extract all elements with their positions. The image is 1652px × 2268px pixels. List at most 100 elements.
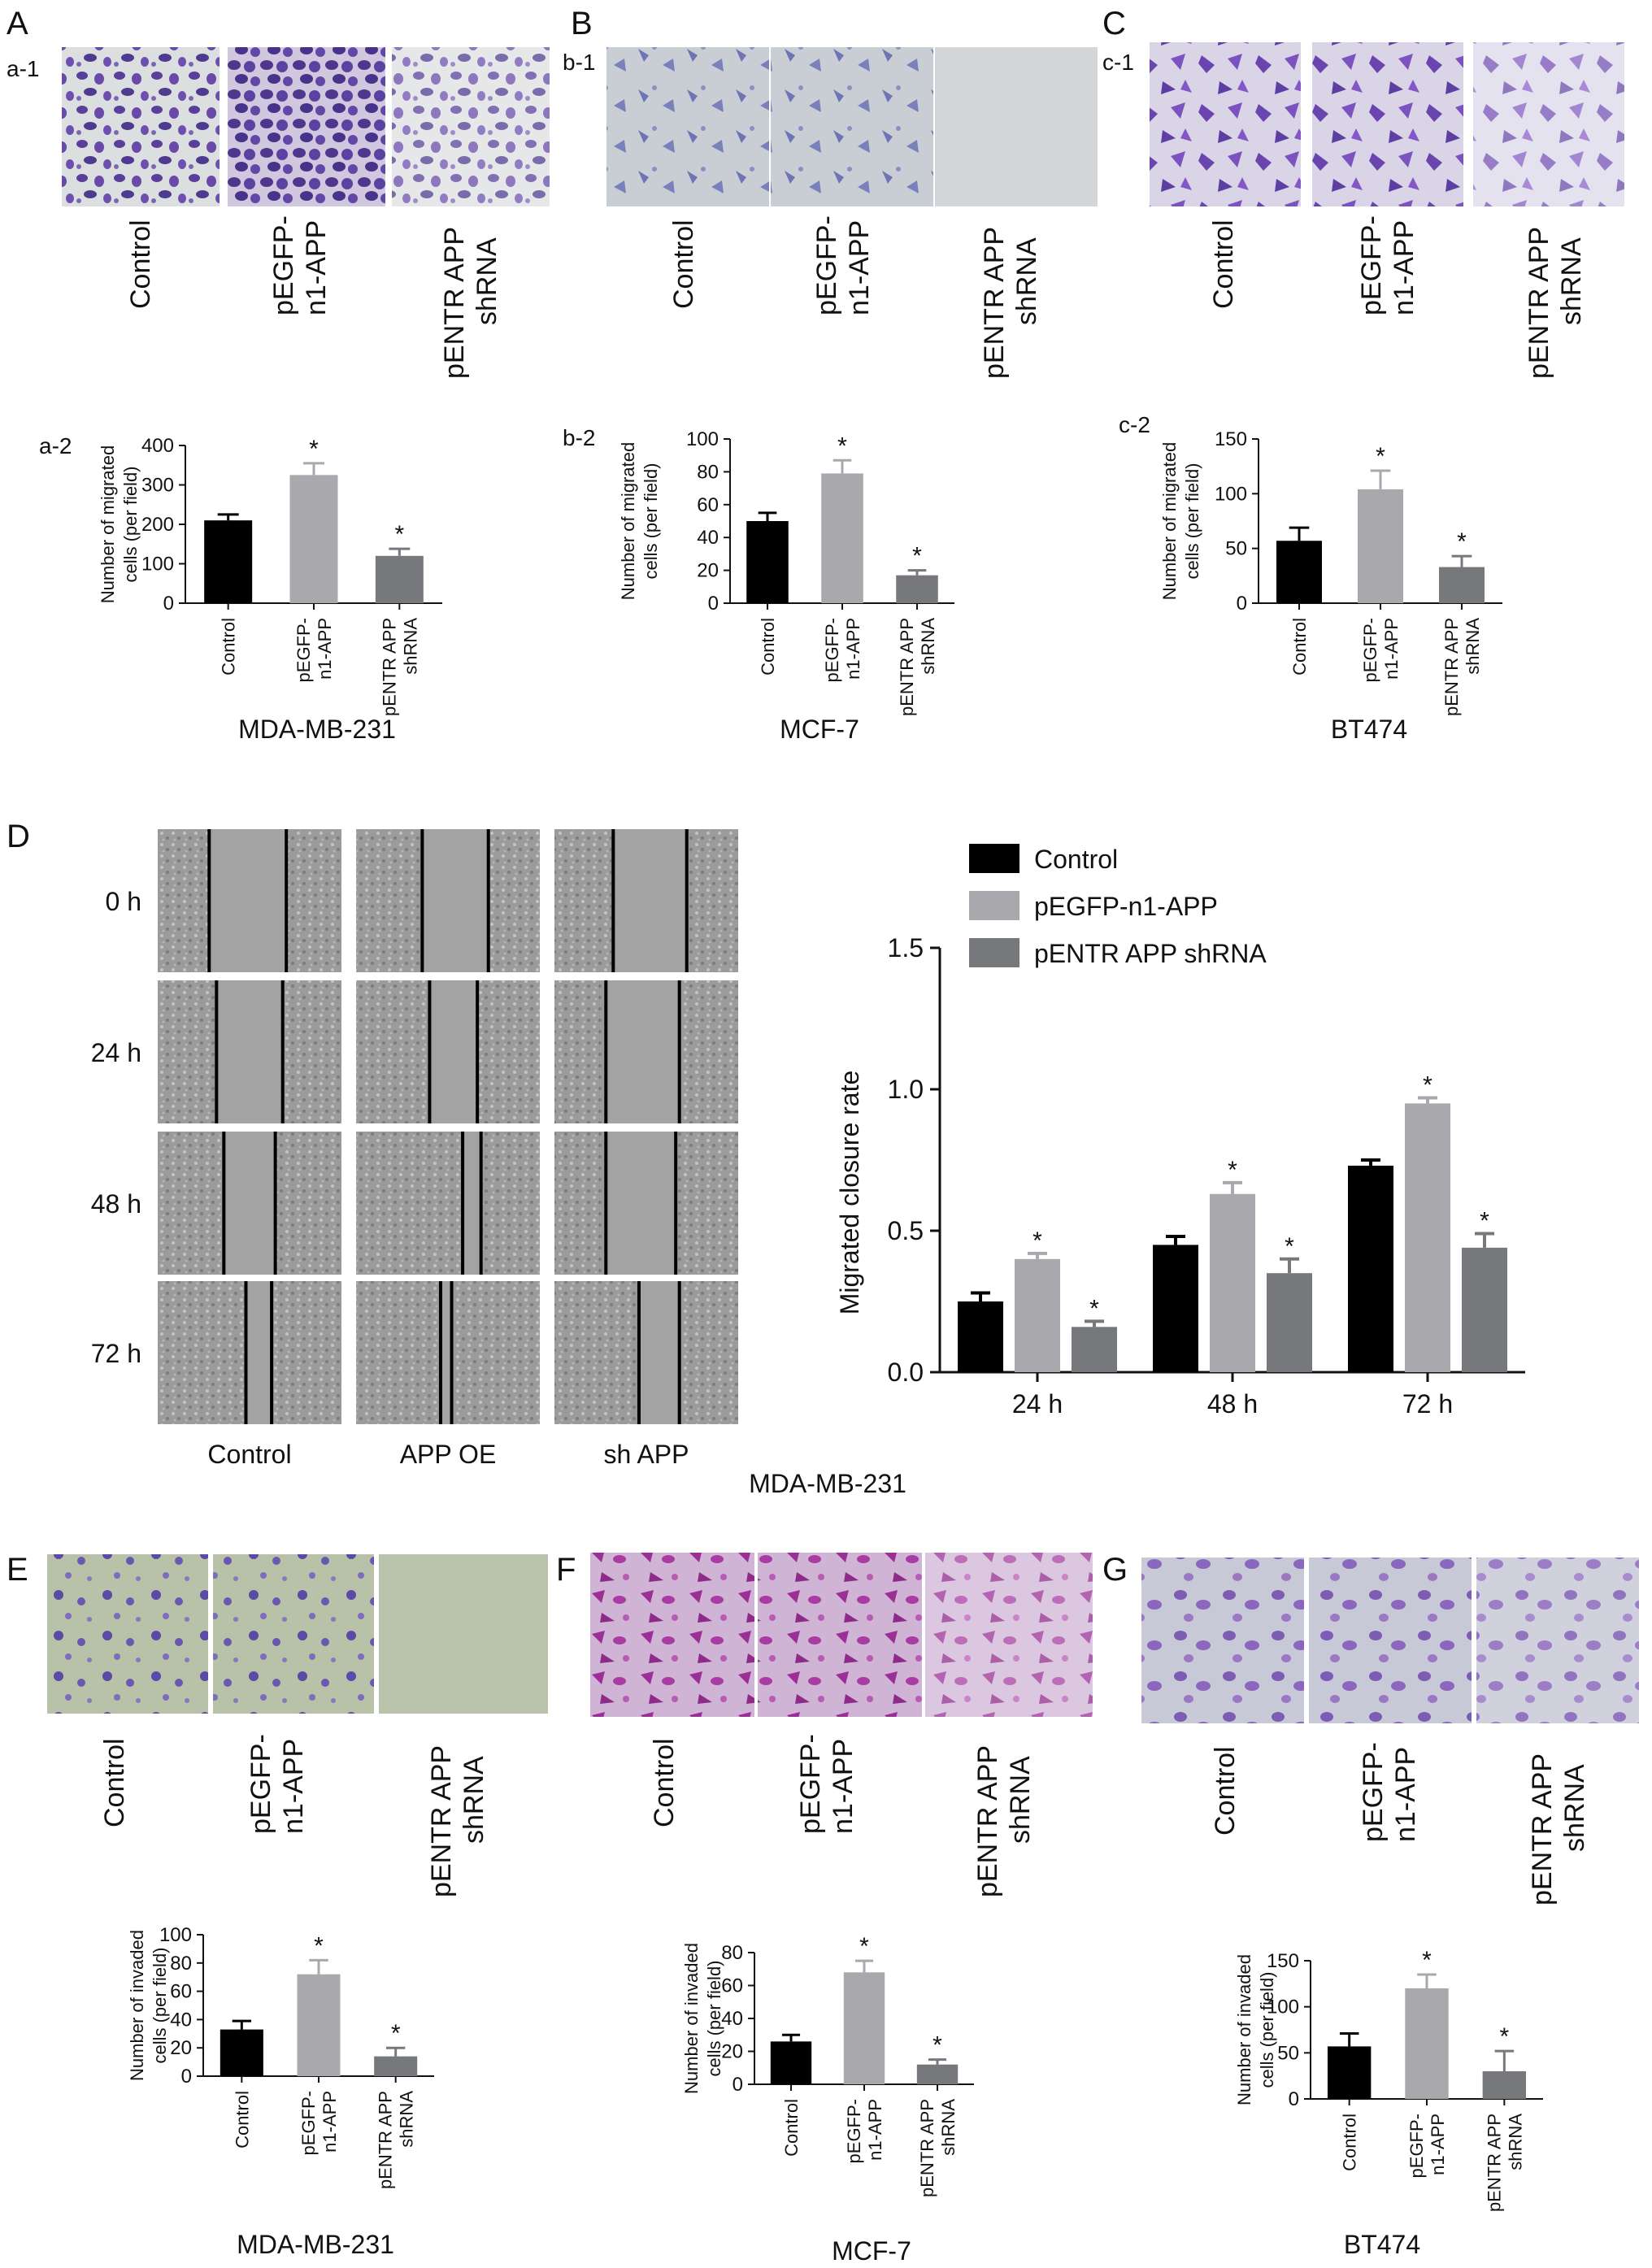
significance-star: * bbox=[933, 2032, 942, 2059]
y-tick-label: 1.0 bbox=[888, 1075, 924, 1104]
cell-line-F: MCF-7 bbox=[832, 2236, 911, 2266]
significance-star: * bbox=[1285, 1233, 1294, 1260]
cell-line-A: MDA-MB-231 bbox=[238, 715, 396, 744]
x-tick-label: 48 h bbox=[1207, 1389, 1258, 1419]
panel-label-G: G bbox=[1102, 1552, 1128, 1588]
legend-label: pEGFP-n1-APP bbox=[1034, 892, 1218, 921]
y-tick-label: 80 bbox=[697, 461, 719, 483]
significance-star: * bbox=[1457, 528, 1467, 555]
x-tick-label: 24 h bbox=[1012, 1389, 1063, 1419]
bar bbox=[1405, 1988, 1449, 2099]
panel-label-E: E bbox=[7, 1552, 28, 1588]
y-axis-label: Number of invaded bbox=[1234, 1954, 1254, 2105]
chart-G: 0 50 100 150 Number of invaded cells (per fie… bbox=[1234, 1947, 1543, 2212]
x-tick-label: Control bbox=[758, 618, 778, 676]
y-tick-label: 300 bbox=[141, 475, 174, 497]
micrograph-G-sh bbox=[1476, 1558, 1639, 1723]
y-axis-label: Number of migrated bbox=[98, 445, 118, 603]
img-label-sh-1: pENTR APP bbox=[426, 1745, 457, 1897]
time-label: 24 h bbox=[91, 1038, 141, 1067]
y-tick-label: 40 bbox=[697, 527, 719, 549]
img-label-control: Control bbox=[1208, 219, 1239, 309]
img-label-oe-1: pEGFP- bbox=[246, 1734, 276, 1834]
wound-time-labels: 0 h 24 h 48 h 72 h bbox=[91, 887, 141, 1368]
img-label-oe-1: pEGFP- bbox=[1358, 1742, 1389, 1842]
micrograph-B-control bbox=[606, 47, 769, 206]
img-label-control: Control bbox=[649, 1738, 680, 1827]
x-tick-label: 72 h bbox=[1402, 1389, 1453, 1419]
scratch-gap bbox=[613, 829, 687, 972]
significance-star: * bbox=[837, 432, 847, 459]
y-tick-label: 80 bbox=[721, 1942, 743, 1964]
micrograph-A-control bbox=[62, 47, 220, 206]
x-tick-label: n1-APP bbox=[315, 618, 335, 680]
y-tick-label: 20 bbox=[170, 2037, 192, 2059]
scratch-gap bbox=[606, 980, 680, 1123]
img-label-sh-2: shRNA bbox=[1556, 237, 1587, 325]
significance-star: * bbox=[314, 1932, 324, 1959]
micrograph-E-sh bbox=[379, 1554, 548, 1714]
micrographs-C bbox=[1150, 42, 1624, 206]
legend-swatch bbox=[969, 891, 1019, 920]
y-axis-label: Number of invaded bbox=[127, 1930, 147, 2081]
bar bbox=[1153, 1245, 1198, 1372]
bar bbox=[375, 555, 424, 603]
img-label-oe-1: pEGFP- bbox=[795, 1734, 826, 1834]
x-tick-label: shRNA bbox=[1505, 2114, 1525, 2170]
legend-swatch bbox=[969, 844, 1019, 873]
bar bbox=[821, 473, 863, 603]
x-tick-label: pENTR APP bbox=[376, 2091, 396, 2189]
x-tick-label: pEGFP- bbox=[298, 2091, 319, 2155]
y-tick-label: 400 bbox=[141, 435, 174, 457]
y-axis-label: cells (per field) bbox=[641, 463, 661, 579]
y-tick-label: 20 bbox=[721, 2041, 743, 2063]
significance-star: * bbox=[394, 521, 404, 548]
significance-star: * bbox=[309, 436, 319, 463]
bar bbox=[1482, 2071, 1527, 2099]
significance-star: * bbox=[1499, 2023, 1509, 2050]
time-label: 48 h bbox=[91, 1189, 141, 1219]
y-axis-label: Migrated closure rate bbox=[835, 1071, 864, 1315]
img-label-oe-1: pEGFP- bbox=[268, 215, 299, 315]
img-label-control: Control bbox=[1210, 1746, 1241, 1836]
img-label-oe-1: pEGFP- bbox=[811, 215, 842, 315]
x-tick-label: pENTR APP bbox=[1441, 618, 1462, 716]
chart-F: 0 20 40 60 80 Number of invaded cells (per fie… bbox=[681, 1933, 974, 2197]
micrograph-G-control bbox=[1141, 1558, 1304, 1723]
x-tick-label: pEGFP- bbox=[293, 618, 314, 682]
micrograph-C-control bbox=[1150, 42, 1301, 206]
chart-a-2: 0 100 200 300 400 Number of migrated cells (pe… bbox=[98, 435, 442, 716]
micrograph-F-oe bbox=[758, 1553, 922, 1717]
img-label-oe-1: pEGFP- bbox=[1356, 215, 1387, 315]
significance-star: * bbox=[1480, 1207, 1489, 1234]
panel-label-D: D bbox=[7, 819, 30, 854]
panel-label-A: A bbox=[7, 6, 28, 41]
chart-c-2: 0 50 100 150 Number of migrated cells (per fi… bbox=[1159, 428, 1502, 716]
wound-healing-grid bbox=[158, 829, 738, 1424]
panel-label-B: B bbox=[571, 6, 593, 41]
y-tick-label: 50 bbox=[1225, 538, 1247, 560]
bar bbox=[1327, 2046, 1372, 2099]
cell-line-G: BT474 bbox=[1344, 2230, 1420, 2259]
y-tick-label: 1.5 bbox=[888, 933, 924, 962]
micrographs-E bbox=[47, 1554, 548, 1714]
img-label-control: Control bbox=[125, 219, 156, 309]
y-tick-label: 80 bbox=[170, 1953, 192, 1975]
cell-line-D: MDA-MB-231 bbox=[749, 1469, 906, 1498]
wound-tile bbox=[356, 1132, 540, 1275]
micrograph-F-sh bbox=[925, 1553, 1093, 1717]
panel-label-C: C bbox=[1102, 6, 1126, 41]
image-labels-F: Control pEGFP- n1-APP pENTR APP shRNA bbox=[649, 1734, 1036, 1897]
bar bbox=[297, 1974, 341, 2076]
subpanel-label-a1: a-1 bbox=[7, 56, 39, 81]
significance-star: * bbox=[1228, 1157, 1237, 1184]
micrograph-C-oe bbox=[1312, 42, 1463, 206]
micrograph-A-oe bbox=[228, 47, 385, 206]
y-tick-label: 0.0 bbox=[888, 1358, 924, 1387]
y-tick-label: 100 bbox=[1267, 1996, 1299, 2018]
panel-label-F: F bbox=[556, 1552, 576, 1588]
bar bbox=[1439, 567, 1485, 603]
x-tick-label: Control bbox=[232, 2091, 252, 2149]
bar bbox=[1462, 1247, 1507, 1372]
